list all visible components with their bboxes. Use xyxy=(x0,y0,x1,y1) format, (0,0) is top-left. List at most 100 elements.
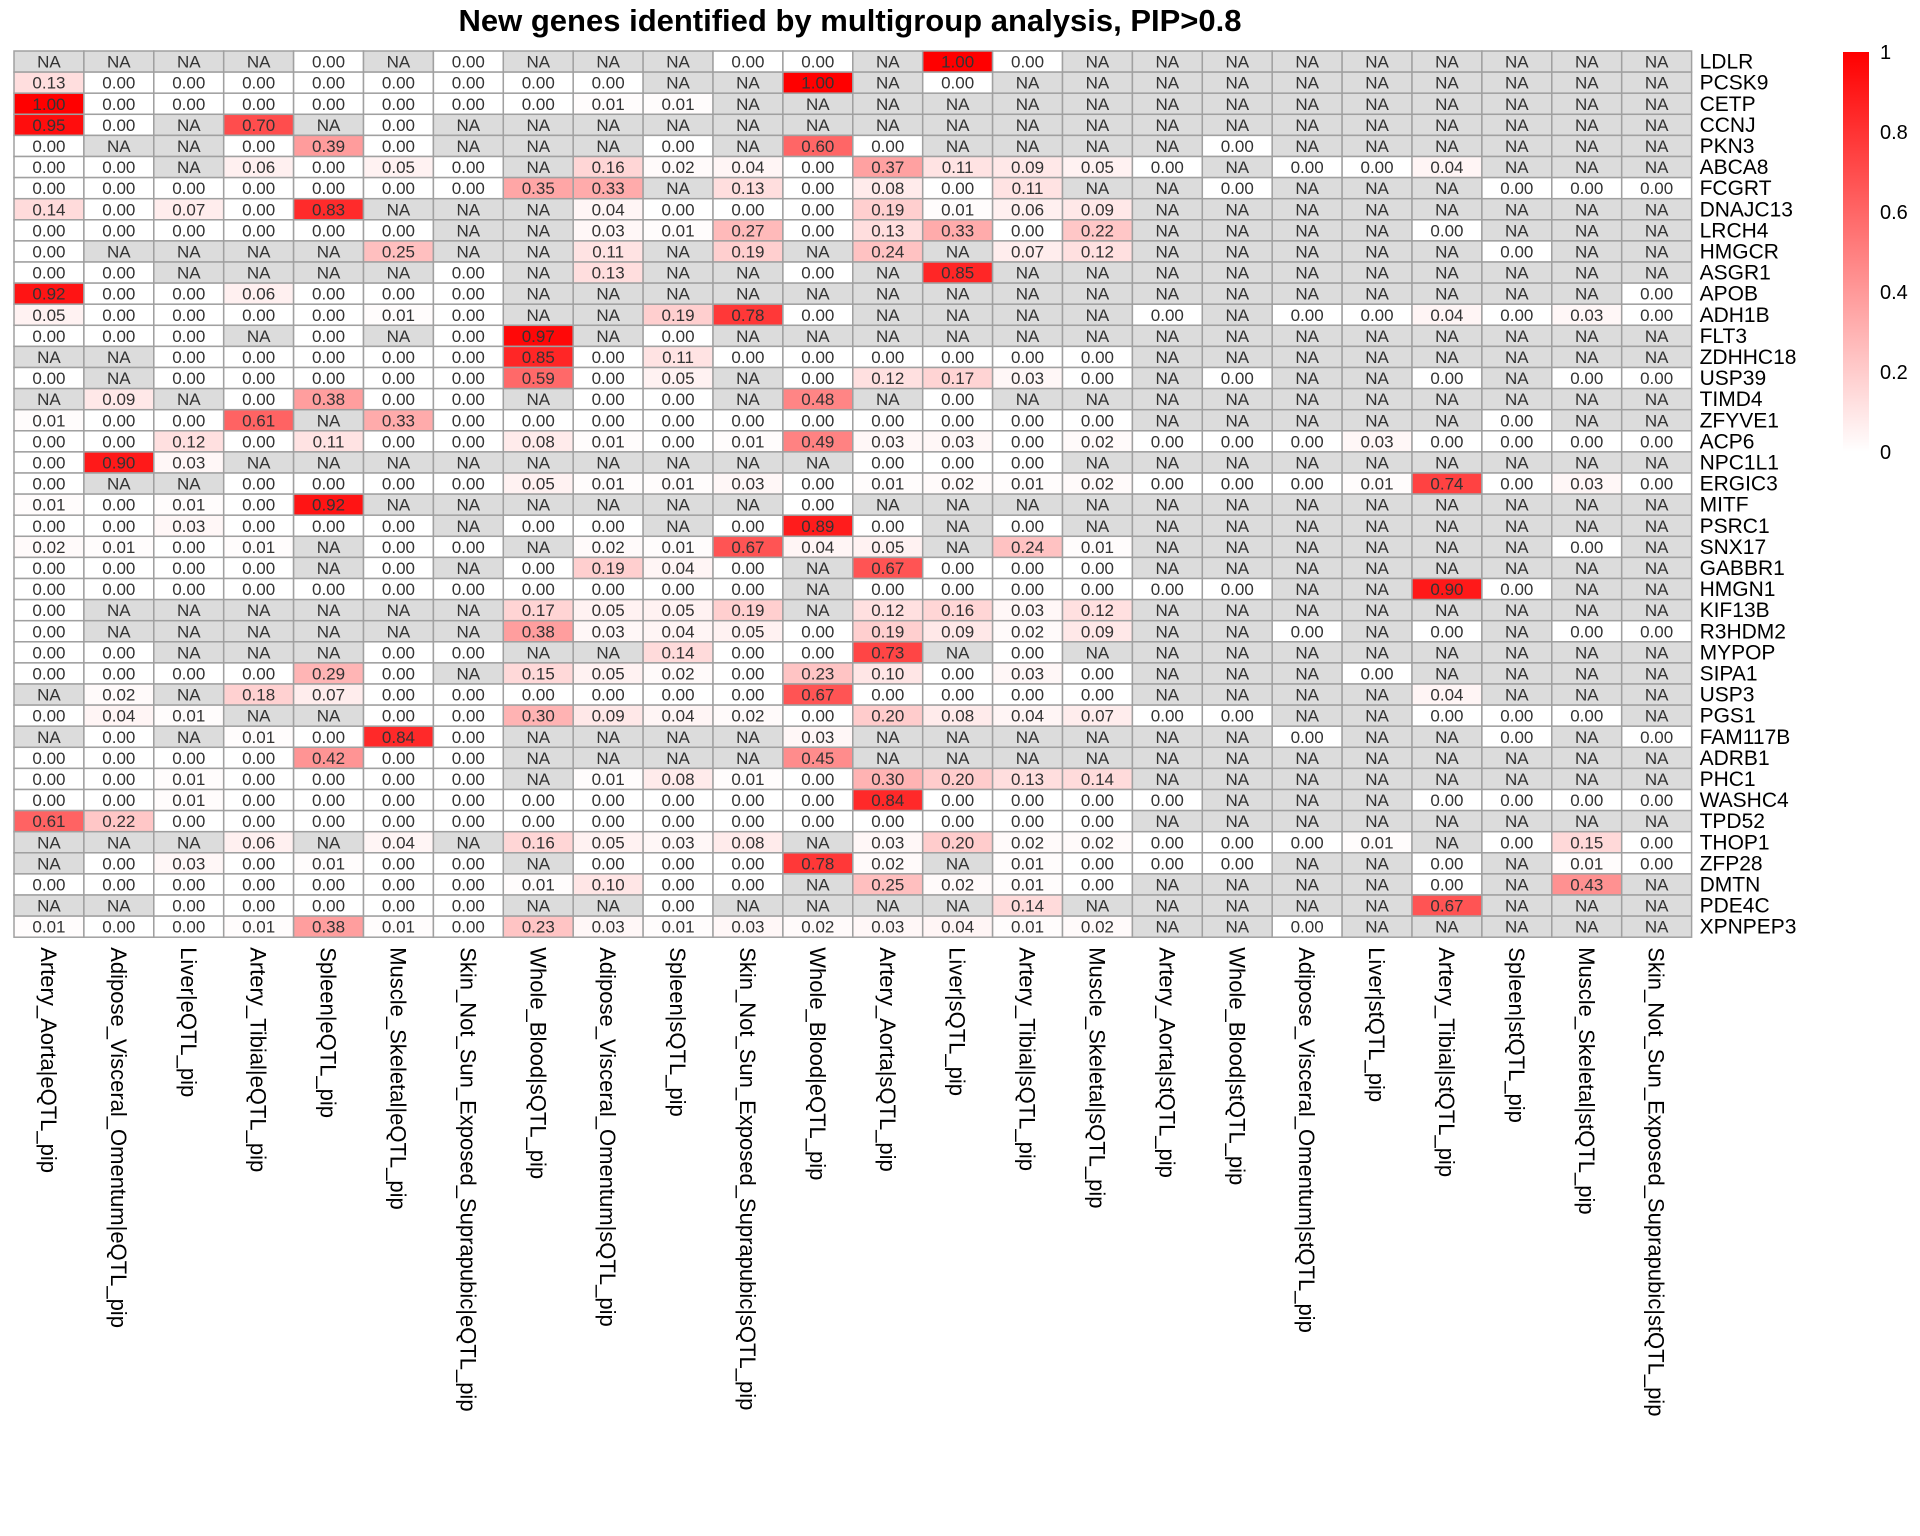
cell-value-label: 0.00 xyxy=(1081,686,1114,705)
cell-value-label: 0.01 xyxy=(592,432,625,451)
cell-value-label: NA xyxy=(457,116,481,135)
cell-value-label: NA xyxy=(1645,686,1669,705)
cell-value-label: NA xyxy=(806,242,830,261)
cell-value-label: NA xyxy=(387,622,411,641)
cell-value-label: NA xyxy=(596,496,620,515)
cell-value-label: 0.00 xyxy=(1640,728,1673,747)
cell-value-label: NA xyxy=(1575,411,1599,430)
cell-value-label: NA xyxy=(457,453,481,472)
cell-value-label: 0.00 xyxy=(731,791,764,810)
column-label: Spleen|stQTL_pip xyxy=(1504,947,1529,1123)
cell-value-label: 0.33 xyxy=(592,179,625,198)
cell-value-label: NA xyxy=(736,369,760,388)
row-label: TIMD4 xyxy=(1700,388,1763,411)
cell-value-label: NA xyxy=(1505,285,1529,304)
cell-value-label: NA xyxy=(317,707,341,726)
cell-value-label: 0.01 xyxy=(662,538,695,557)
cell-value-label: NA xyxy=(526,285,550,304)
cell-value-label: 0.03 xyxy=(1570,475,1603,494)
cell-value-label: 0.00 xyxy=(1500,728,1533,747)
cell-value-label: NA xyxy=(387,496,411,515)
legend-tick-label: 1 xyxy=(1880,42,1891,64)
cell-value-label: 0.00 xyxy=(801,53,834,72)
cell-value-label: 0.00 xyxy=(172,559,205,578)
cell-value-label: 0.03 xyxy=(592,918,625,937)
cell-value-label: 0.00 xyxy=(941,74,974,93)
cell-value-label: NA xyxy=(1645,897,1669,916)
cell-value-label: 0.00 xyxy=(452,875,485,894)
cell-value-label: 0.00 xyxy=(731,517,764,536)
cell-value-label: NA xyxy=(1156,264,1180,283)
cell-value-label: NA xyxy=(1505,897,1529,916)
cell-value-label: NA xyxy=(1435,643,1459,662)
cell-value-label: NA xyxy=(1645,496,1669,515)
cell-value-label: 0.00 xyxy=(1500,580,1533,599)
row-label: NPC1L1 xyxy=(1700,451,1779,474)
cell-value-label: 0.05 xyxy=(592,664,625,683)
cell-value-label: 0.00 xyxy=(382,897,415,916)
cell-value-label: 0.00 xyxy=(452,918,485,937)
cell-value-label: 0.00 xyxy=(1640,369,1673,388)
cell-value-label: 0.00 xyxy=(102,918,135,937)
cell-value-label: NA xyxy=(1645,242,1669,261)
cell-value-label: NA xyxy=(177,643,201,662)
cell-value-label: 0.03 xyxy=(1011,664,1044,683)
cell-value-label: 0.00 xyxy=(102,728,135,747)
cell-value-label: 0.00 xyxy=(32,179,65,198)
cell-value-label: NA xyxy=(1295,749,1319,768)
cell-value-label: 0.00 xyxy=(1361,664,1394,683)
cell-value-label: 0.00 xyxy=(1221,432,1254,451)
cell-value-label: 0.00 xyxy=(382,791,415,810)
cell-value-label: 0.08 xyxy=(941,707,974,726)
cell-value-label: 0.09 xyxy=(1011,158,1044,177)
cell-value-label: 0.00 xyxy=(941,580,974,599)
cell-value-label: 0.00 xyxy=(801,812,834,831)
row-label: USP39 xyxy=(1700,367,1767,390)
cell-value-label: 0.00 xyxy=(801,411,834,430)
cell-value-label: 0.00 xyxy=(1011,791,1044,810)
cell-value-label: 0.00 xyxy=(801,264,834,283)
cell-value-label: 0.00 xyxy=(662,875,695,894)
cell-value-label: NA xyxy=(1086,517,1110,536)
cell-value-label: 0.00 xyxy=(102,285,135,304)
cell-value-label: 0.00 xyxy=(242,559,275,578)
cell-value-label: 0.00 xyxy=(1081,348,1114,367)
cell-value-label: NA xyxy=(1225,770,1249,789)
cell-value-label: NA xyxy=(1295,137,1319,156)
cell-value-label: 0.01 xyxy=(32,918,65,937)
cell-value-label: 0.78 xyxy=(731,306,764,325)
cell-value-label: NA xyxy=(1086,264,1110,283)
cell-value-label: NA xyxy=(736,749,760,768)
cell-value-label: 0.10 xyxy=(592,875,625,894)
cell-value-label: 0.20 xyxy=(941,770,974,789)
cell-value-label: NA xyxy=(1435,74,1459,93)
cell-value-label: 0.67 xyxy=(871,559,904,578)
cell-value-label: NA xyxy=(1645,200,1669,219)
cell-value-label: NA xyxy=(876,116,900,135)
cell-value-label: 0.01 xyxy=(1361,833,1394,852)
cell-value-label: NA xyxy=(1365,411,1389,430)
cell-value-label: 0.00 xyxy=(1500,475,1533,494)
cell-value-label: 0.00 xyxy=(522,74,555,93)
cell-value-label: NA xyxy=(1645,538,1669,557)
cell-value-label: 0.00 xyxy=(731,559,764,578)
cell-value-label: 0.00 xyxy=(801,179,834,198)
cell-value-label: 0.48 xyxy=(801,390,834,409)
cell-value-label: 0.78 xyxy=(801,854,834,873)
cell-value-label: NA xyxy=(1295,538,1319,557)
cell-value-label: NA xyxy=(1505,686,1529,705)
cell-value-label: 0.01 xyxy=(941,200,974,219)
cell-value-label: NA xyxy=(1225,538,1249,557)
cell-value-label: NA xyxy=(177,53,201,72)
cell-value-label: 0.00 xyxy=(1570,538,1603,557)
cell-value-label: NA xyxy=(1016,496,1040,515)
cell-value-label: 1.00 xyxy=(801,74,834,93)
cell-value-label: NA xyxy=(946,285,970,304)
cell-value-label: 0.00 xyxy=(242,812,275,831)
cell-value-label: NA xyxy=(1156,601,1180,620)
cell-value-label: NA xyxy=(1156,221,1180,240)
cell-value-label: 0.00 xyxy=(1011,643,1044,662)
cell-value-label: 0.12 xyxy=(1081,601,1114,620)
cell-value-label: 0.00 xyxy=(731,854,764,873)
cell-value-label: 0.00 xyxy=(102,875,135,894)
